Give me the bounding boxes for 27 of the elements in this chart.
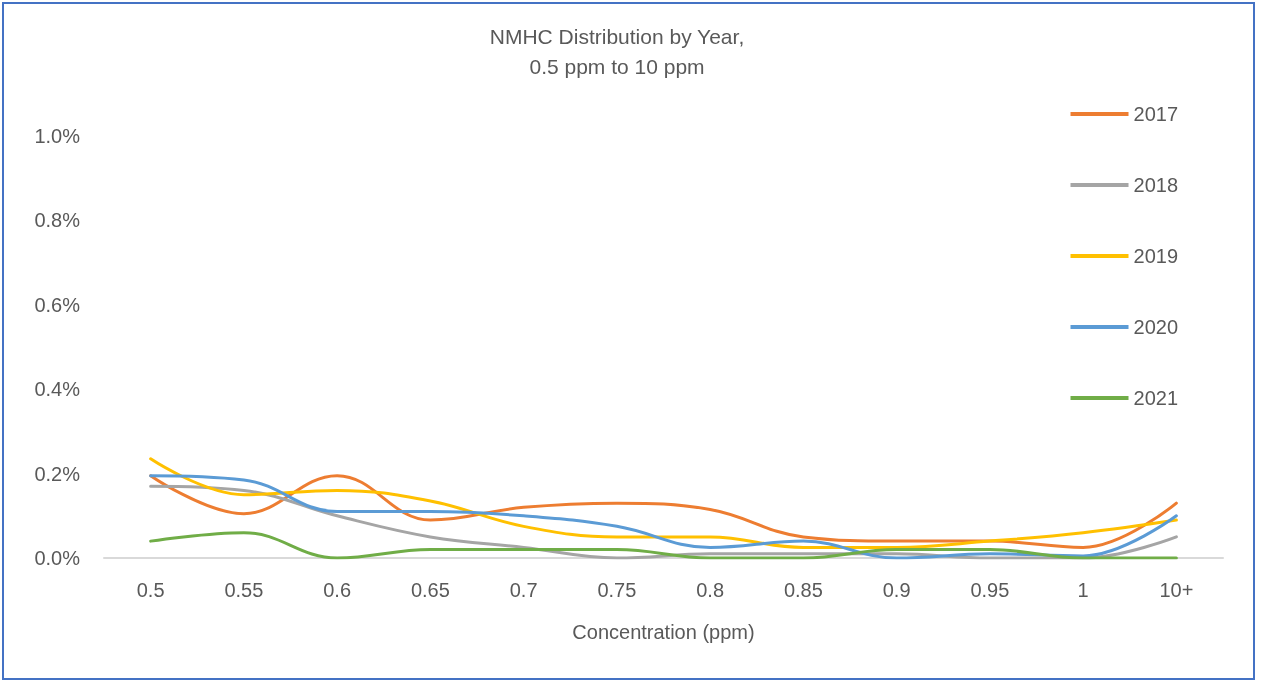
- x-tick-label: 0.7: [509, 579, 538, 601]
- x-tick-label: 0.8: [696, 579, 725, 601]
- legend-label: 2021: [1133, 387, 1179, 409]
- x-tick-label: 0.9: [882, 579, 911, 601]
- x-tick-label: 0.65: [410, 579, 450, 601]
- x-tick-label: 0.55: [224, 579, 264, 601]
- legend-label: 2017: [1133, 103, 1179, 125]
- x-tick-label: 0.95: [970, 579, 1010, 601]
- legend-label: 2018: [1133, 174, 1179, 196]
- x-tick-label: 0.5: [136, 579, 165, 601]
- x-tick-label: 10+: [1159, 579, 1194, 601]
- legend-label: 2019: [1133, 245, 1179, 267]
- x-axis-title: Concentration (ppm): [572, 621, 755, 643]
- x-tick-label: 0.6: [323, 579, 352, 601]
- y-tick-label: 0.8%: [34, 209, 81, 232]
- y-tick-label: 0.0%: [34, 547, 81, 569]
- line-series: [149, 457, 1178, 549]
- x-tick-label: 0.85: [783, 579, 823, 601]
- chart-title: NMHC Distribution by Year, 0.5 ppm to 10 ppm: [489, 24, 745, 78]
- y-tick-label: 0.4%: [34, 378, 81, 401]
- x-tick-label: 0.75: [597, 579, 637, 601]
- y-tick-label: 1.0%: [34, 125, 81, 147]
- y-tick-label: 0.2%: [34, 462, 81, 485]
- x-tick-label: 1: [1077, 579, 1089, 601]
- y-tick-label: 0.6%: [34, 293, 81, 316]
- legend-label: 2020: [1133, 316, 1179, 338]
- line-series: [149, 531, 1178, 560]
